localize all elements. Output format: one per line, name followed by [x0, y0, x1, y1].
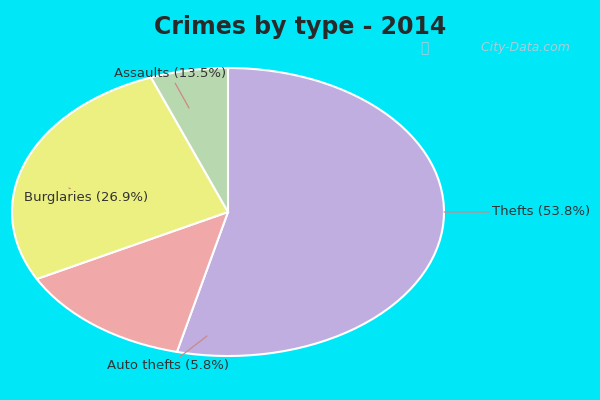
Text: Crimes by type - 2014: Crimes by type - 2014 [154, 15, 446, 39]
Wedge shape [151, 68, 228, 212]
Text: Assaults (13.5%): Assaults (13.5%) [114, 68, 226, 108]
Wedge shape [37, 212, 228, 352]
Wedge shape [177, 68, 444, 356]
Text: City-Data.com: City-Data.com [473, 42, 570, 54]
Text: Auto thefts (5.8%): Auto thefts (5.8%) [107, 336, 229, 372]
Text: ⓘ: ⓘ [420, 41, 428, 55]
Text: Thefts (53.8%): Thefts (53.8%) [444, 206, 590, 218]
Text: Burglaries (26.9%): Burglaries (26.9%) [24, 188, 148, 204]
Wedge shape [12, 78, 228, 279]
